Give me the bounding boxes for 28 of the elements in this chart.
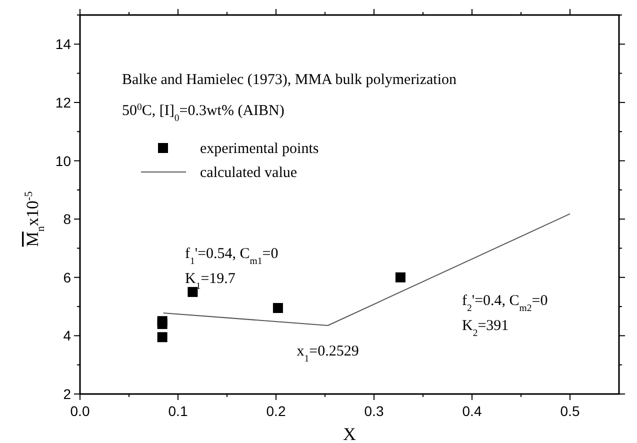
x-tick-label: 0.2 [266, 403, 286, 419]
point [272, 302, 283, 313]
x-tick-label: 0.5 [560, 403, 580, 419]
point [157, 332, 168, 342]
annotation: K$_{1}$=19.7 [185, 271, 236, 292]
x-tick-label: 0.3 [364, 403, 384, 419]
annotation: f$_{1}$'=0.54, C$_{m1}$=0 [185, 246, 278, 266]
x-axis-title: X [343, 424, 356, 443]
annotation: f$_{2}$'=0.4, C$_{m2}$=0 [462, 293, 548, 314]
y-tick-label: 10 [55, 152, 72, 169]
x-tick-label: 0.4 [462, 403, 482, 419]
point [157, 319, 168, 330]
annotation: K$_{2}$=391 [462, 318, 509, 338]
x-tick-label: 0.1 [168, 403, 188, 419]
y-tick-label: 14 [55, 36, 72, 52]
annotation: x$_{1}$=0.2529 [296, 343, 359, 364]
y-tick-label: 8 [63, 211, 72, 228]
point [188, 286, 198, 297]
x-tick-label: 0.0 [70, 403, 90, 419]
y-tick-label: 6 [63, 269, 72, 286]
annotation: Balke and Hamielec (1973), MMA bulk polymerization [122, 72, 458, 88]
point [395, 272, 406, 282]
legend-label: calculated value [200, 165, 298, 181]
legend-label: experimental points [200, 141, 319, 157]
y-tick-label: 2 [63, 386, 72, 402]
y-tick-label: 4 [63, 328, 72, 344]
annotation: 50$^{0}$C, [I]$_{0}$=0.3wt% (AIBN) [122, 102, 284, 124]
y-tick-label: 12 [55, 94, 72, 110]
